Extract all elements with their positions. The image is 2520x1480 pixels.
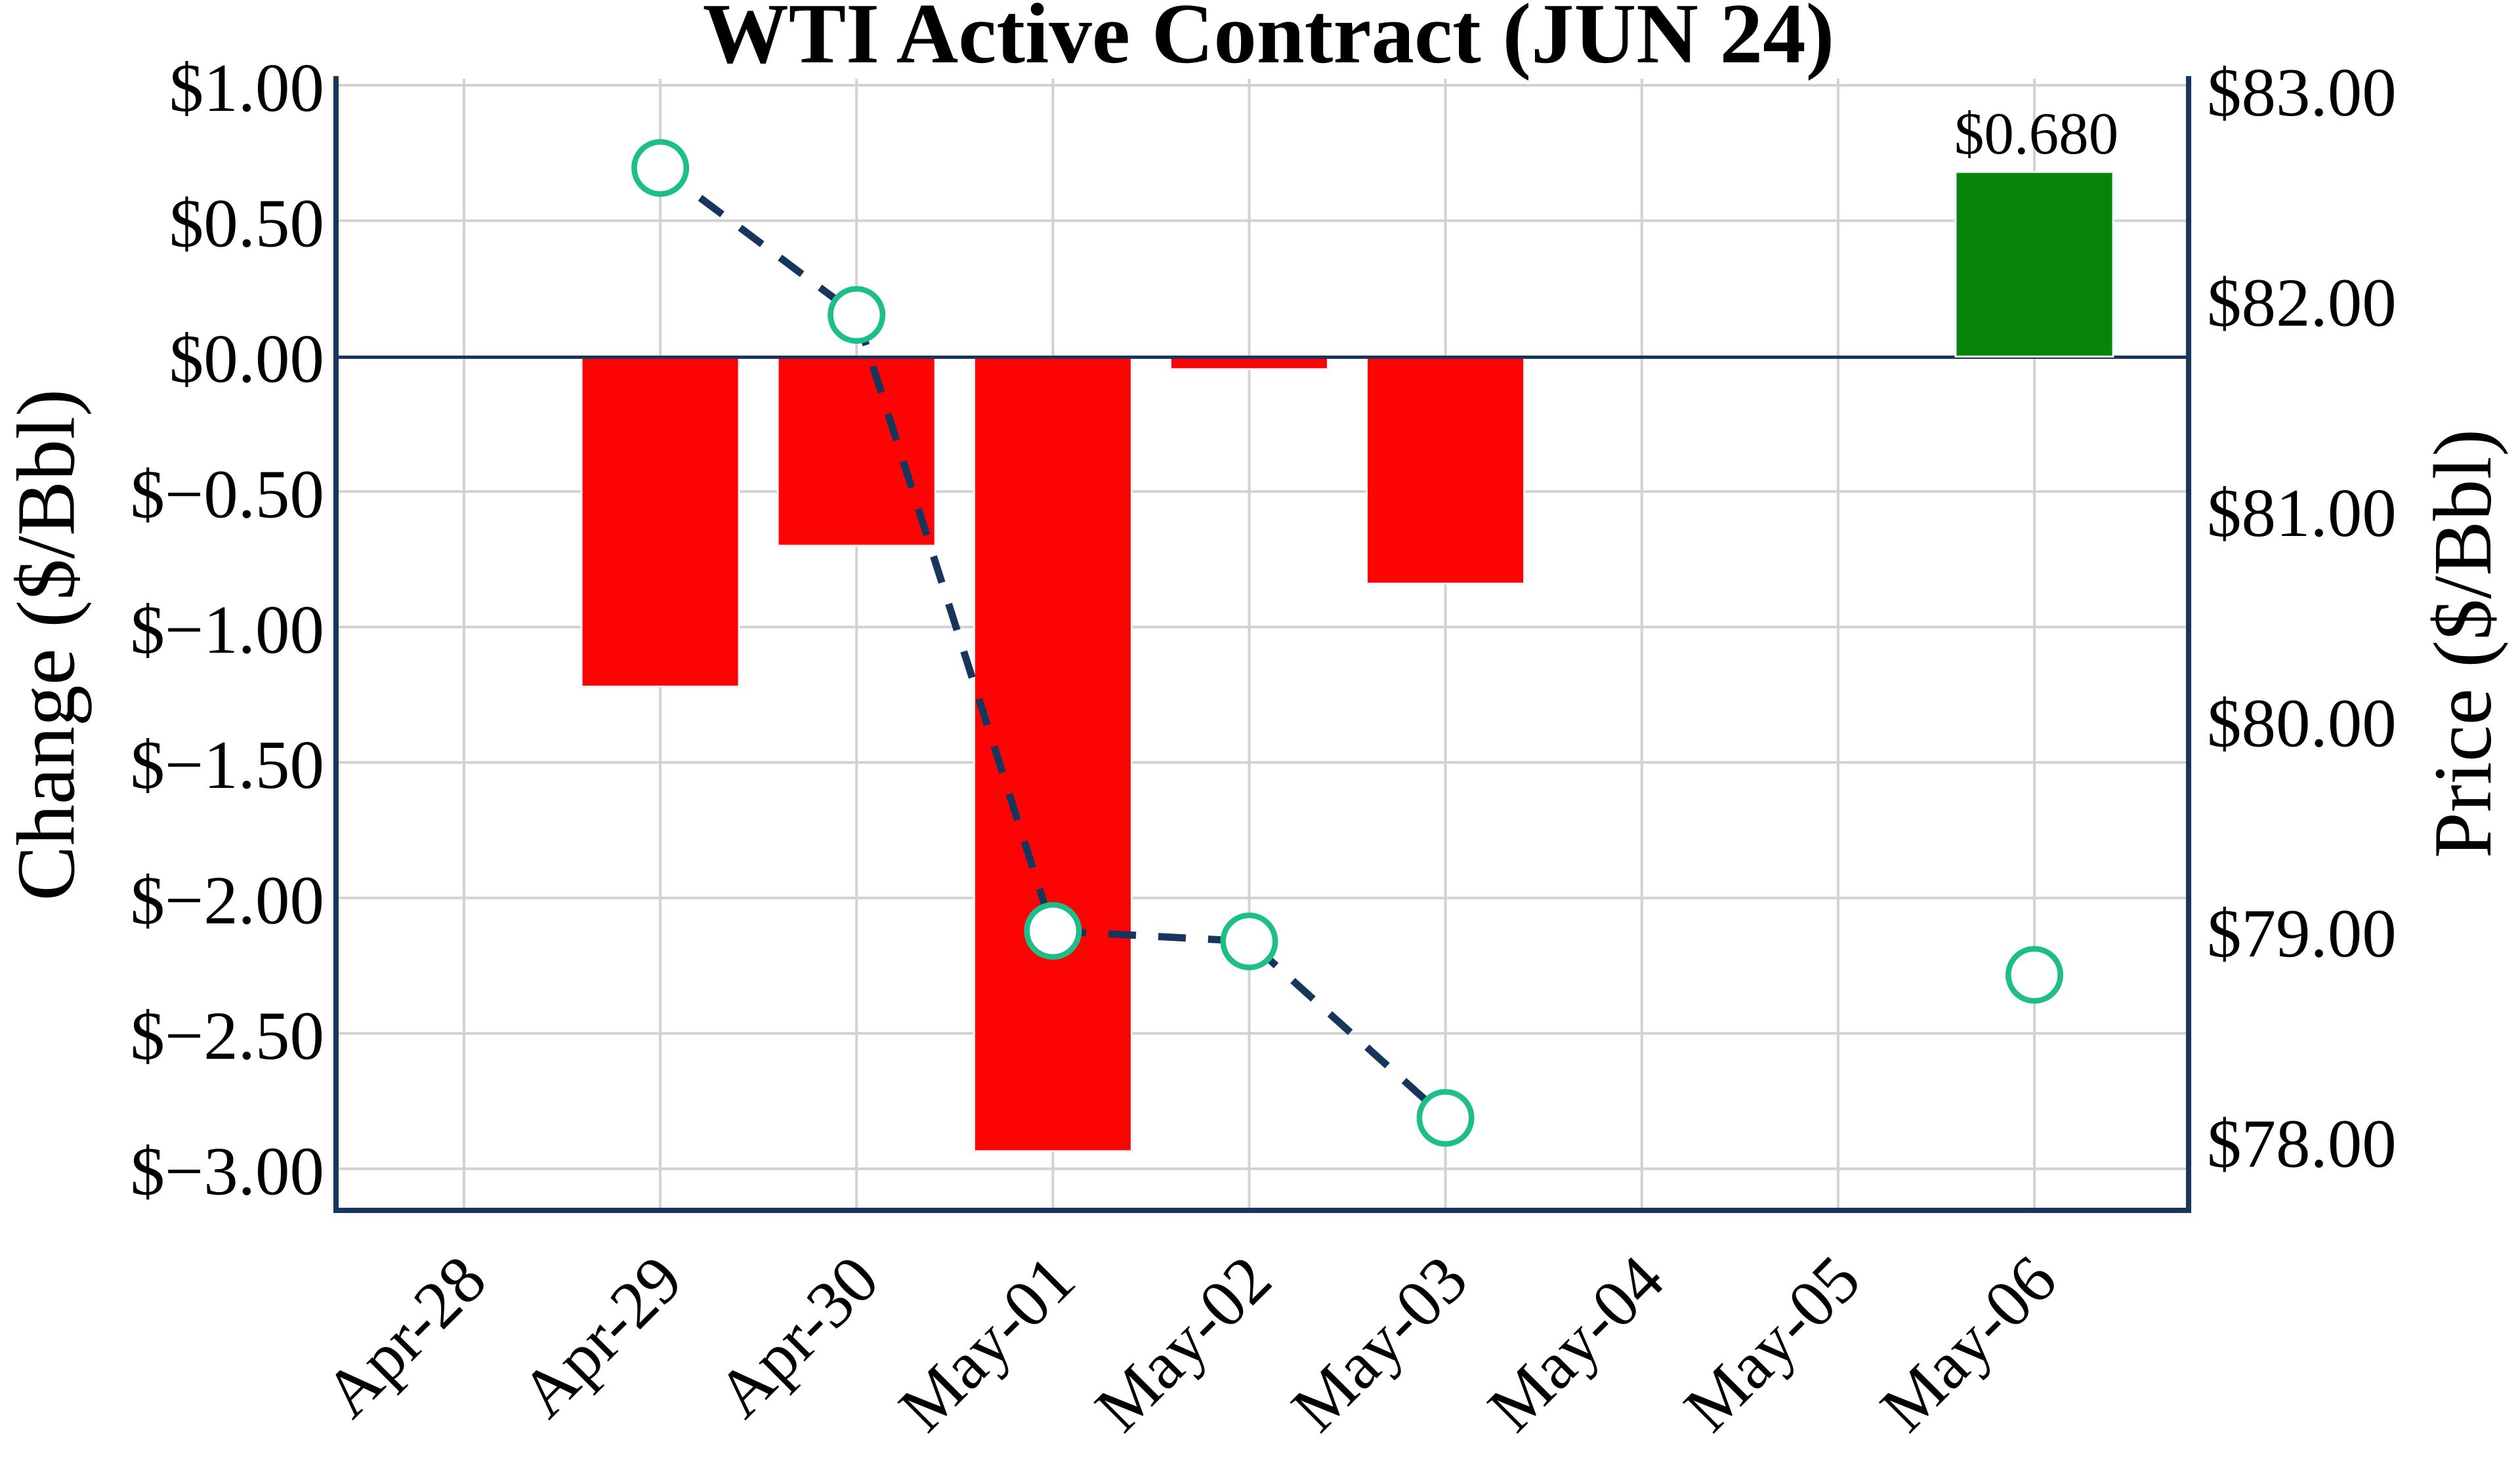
svg-text:$1.00: $1.00 <box>169 49 324 126</box>
svg-text:$−0.50: $−0.50 <box>131 455 324 532</box>
svg-text:$0.00: $0.00 <box>169 320 324 397</box>
svg-text:$−3.00: $−3.00 <box>131 1133 324 1210</box>
svg-text:$82.00: $82.00 <box>2207 264 2397 341</box>
svg-text:WTI Active Contract (JUN 24): WTI Active Contract (JUN 24) <box>703 0 1835 81</box>
svg-text:$−1.00: $−1.00 <box>131 591 324 668</box>
svg-text:$0.680: $0.680 <box>1954 100 2118 167</box>
svg-text:$−1.50: $−1.50 <box>131 726 324 803</box>
svg-text:$79.00: $79.00 <box>2207 895 2397 972</box>
svg-text:$−2.00: $−2.00 <box>131 862 324 939</box>
svg-text:$0.50: $0.50 <box>169 184 324 261</box>
svg-text:$83.00: $83.00 <box>2207 54 2397 131</box>
svg-text:$78.00: $78.00 <box>2207 1105 2397 1182</box>
svg-text:$81.00: $81.00 <box>2207 474 2397 551</box>
svg-text:$80.00: $80.00 <box>2207 685 2397 762</box>
svg-text:$−2.50: $−2.50 <box>131 997 324 1074</box>
svg-text:Change ($/Bbl): Change ($/Bbl) <box>1 389 93 901</box>
svg-text:Price ($/Bbl): Price ($/Bbl) <box>2418 429 2509 858</box>
